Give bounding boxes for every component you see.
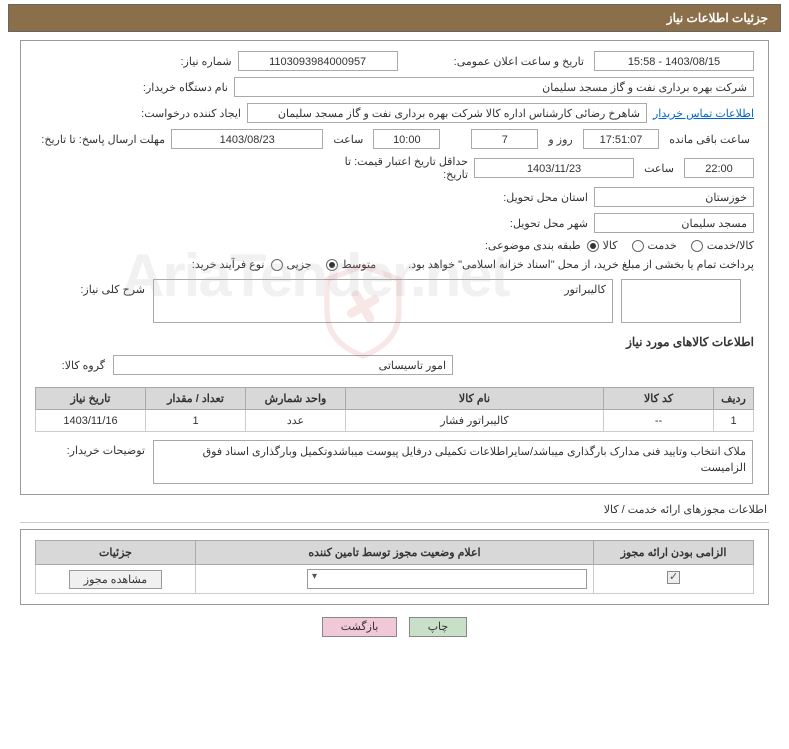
radio-kala-circle [587,240,599,252]
radio-kala[interactable]: کالا [587,239,618,252]
license-panel: الزامی بودن ارائه مجوز اعلام وضعیت مجوز … [20,529,769,605]
radio-khedmat[interactable]: خدمت [632,239,677,252]
view-license-button[interactable]: مشاهده مجوز [69,570,162,589]
announce-value: 1403/08/15 - 15:58 [594,51,754,71]
time-label-2: ساعت [640,162,678,175]
license-section-title: اطلاعات مجوزهای ارائه خدمت / کالا [0,503,767,516]
days-and-label: روز و [544,133,576,146]
license-status-select[interactable] [307,569,587,589]
col-date: تاریخ نیاز [36,388,146,410]
buyer-org-value: شرکت بهره برداری نفت و گاز مسجد سلیمان [234,77,754,97]
category-label: طبقه بندی موضوعی: [471,239,581,252]
desc-extra-box [621,279,741,323]
purchase-note: پرداخت تمام یا بخشی از مبلغ خرید، از محل… [408,258,754,271]
col-name: نام کالا [346,388,604,410]
mandatory-checkbox[interactable] [667,571,680,584]
price-valid-time: 22:00 [684,158,754,178]
purchase-type-label: نوع فرآیند خرید: [155,258,265,271]
remain-label: ساعت باقی مانده [665,133,754,146]
radio-kala-khedmat-label: کالا/خدمت [707,239,754,252]
cell-unit: عدد [246,410,346,432]
items-table-header-row: ردیف کد کالا نام کالا واحد شمارش تعداد /… [36,388,754,410]
cell-qty: 1 [146,410,246,432]
category-radio-group: کالا خدمت کالا/خدمت [587,239,754,252]
radio-motavasset-label: متوسط [342,258,377,271]
page-header: جزئیات اطلاعات نیاز [8,4,781,32]
col-qty: تعداد / مقدار [146,388,246,410]
lic-col-status: اعلام وضعیت مجوز توسط تامین کننده [196,541,594,565]
group-value: امور تاسیساتی [113,355,453,375]
buyer-desc-value: ملاک انتخاب وتایید فنی مدارک بارگذاری می… [153,440,753,484]
radio-jozei-label: جزیی [287,258,312,271]
price-valid-label: حداقل تاریخ اعتبار قیمت: تا تاریخ: [318,155,468,181]
items-table: ردیف کد کالا نام کالا واحد شمارش تعداد /… [35,387,754,432]
col-code: کد کالا [604,388,714,410]
remain-time-value: 17:51:07 [583,129,660,149]
back-button[interactable]: بازگشت [322,617,398,637]
radio-motavasset-circle [326,259,338,271]
radio-kala-khedmat[interactable]: کالا/خدمت [691,239,754,252]
purchase-type-radio-group: جزیی متوسط [271,258,377,271]
reply-date-value: 1403/08/23 [171,129,323,149]
city-value: مسجد سلیمان [594,213,754,233]
col-unit: واحد شمارش [246,388,346,410]
radio-kala-label: کالا [603,239,618,252]
license-row: مشاهده مجوز [36,565,754,594]
radio-jozei[interactable]: جزیی [271,258,312,271]
license-table: الزامی بودن ارائه مجوز اعلام وضعیت مجوز … [35,540,754,594]
cell-name: کالیبراتور فشار [346,410,604,432]
radio-khedmat-circle [632,240,644,252]
need-number-value: 1103093984000957 [238,51,398,71]
table-row: 1 -- کالیبراتور فشار عدد 1 1403/11/16 [36,410,754,432]
divider [20,522,769,523]
desc-value: کالیبراتور [153,279,613,323]
buyer-desc-label: توضیحات خریدار: [35,440,145,457]
cell-idx: 1 [714,410,754,432]
reply-time-value: 10:00 [373,129,440,149]
buyer-org-label: نام دستگاه خریدار: [118,81,228,94]
province-label: استان محل تحویل: [478,191,588,204]
desc-label: شرح کلی نیاز: [35,279,145,296]
announce-label: تاریخ و ساعت اعلان عمومی: [450,55,588,68]
radio-jozei-circle [271,259,283,271]
city-label: شهر محل تحویل: [478,217,588,230]
page-title: جزئیات اطلاعات نیاز [667,11,768,25]
print-button[interactable]: چاپ [409,617,468,637]
requester-value: شاهرخ رضائی کارشناس اداره کالا شرکت بهره… [247,103,647,123]
province-value: خوزستان [594,187,754,207]
main-details-panel: AriaTender.net شماره نیاز: 1103093984000… [20,40,769,495]
radio-kala-khedmat-circle [691,240,703,252]
group-label: گروه کالا: [35,359,105,372]
license-header-row: الزامی بودن ارائه مجوز اعلام وضعیت مجوز … [36,541,754,565]
reply-deadline-label: مهلت ارسال پاسخ: تا تاریخ: [35,133,165,146]
cell-code: -- [604,410,714,432]
need-number-label: شماره نیاز: [122,55,232,68]
time-label-1: ساعت [329,133,367,146]
lic-status-cell [196,565,594,594]
buyer-contact-link[interactable]: اطلاعات تماس خریدار [653,107,754,120]
lic-mandatory-cell [594,565,754,594]
requester-label: ایجاد کننده درخواست: [131,107,241,120]
items-section-title: اطلاعات کالاهای مورد نیاز [35,335,754,349]
radio-motavasset[interactable]: متوسط [326,258,377,271]
cell-date: 1403/11/16 [36,410,146,432]
radio-khedmat-label: خدمت [648,239,677,252]
col-idx: ردیف [714,388,754,410]
lic-detail-cell: مشاهده مجوز [36,565,196,594]
lic-col-detail: جزئیات [36,541,196,565]
lic-col-mandatory: الزامی بودن ارائه مجوز [594,541,754,565]
bottom-button-bar: چاپ بازگشت [0,619,789,633]
price-valid-date: 1403/11/23 [474,158,634,178]
days-count-value: 7 [471,129,538,149]
